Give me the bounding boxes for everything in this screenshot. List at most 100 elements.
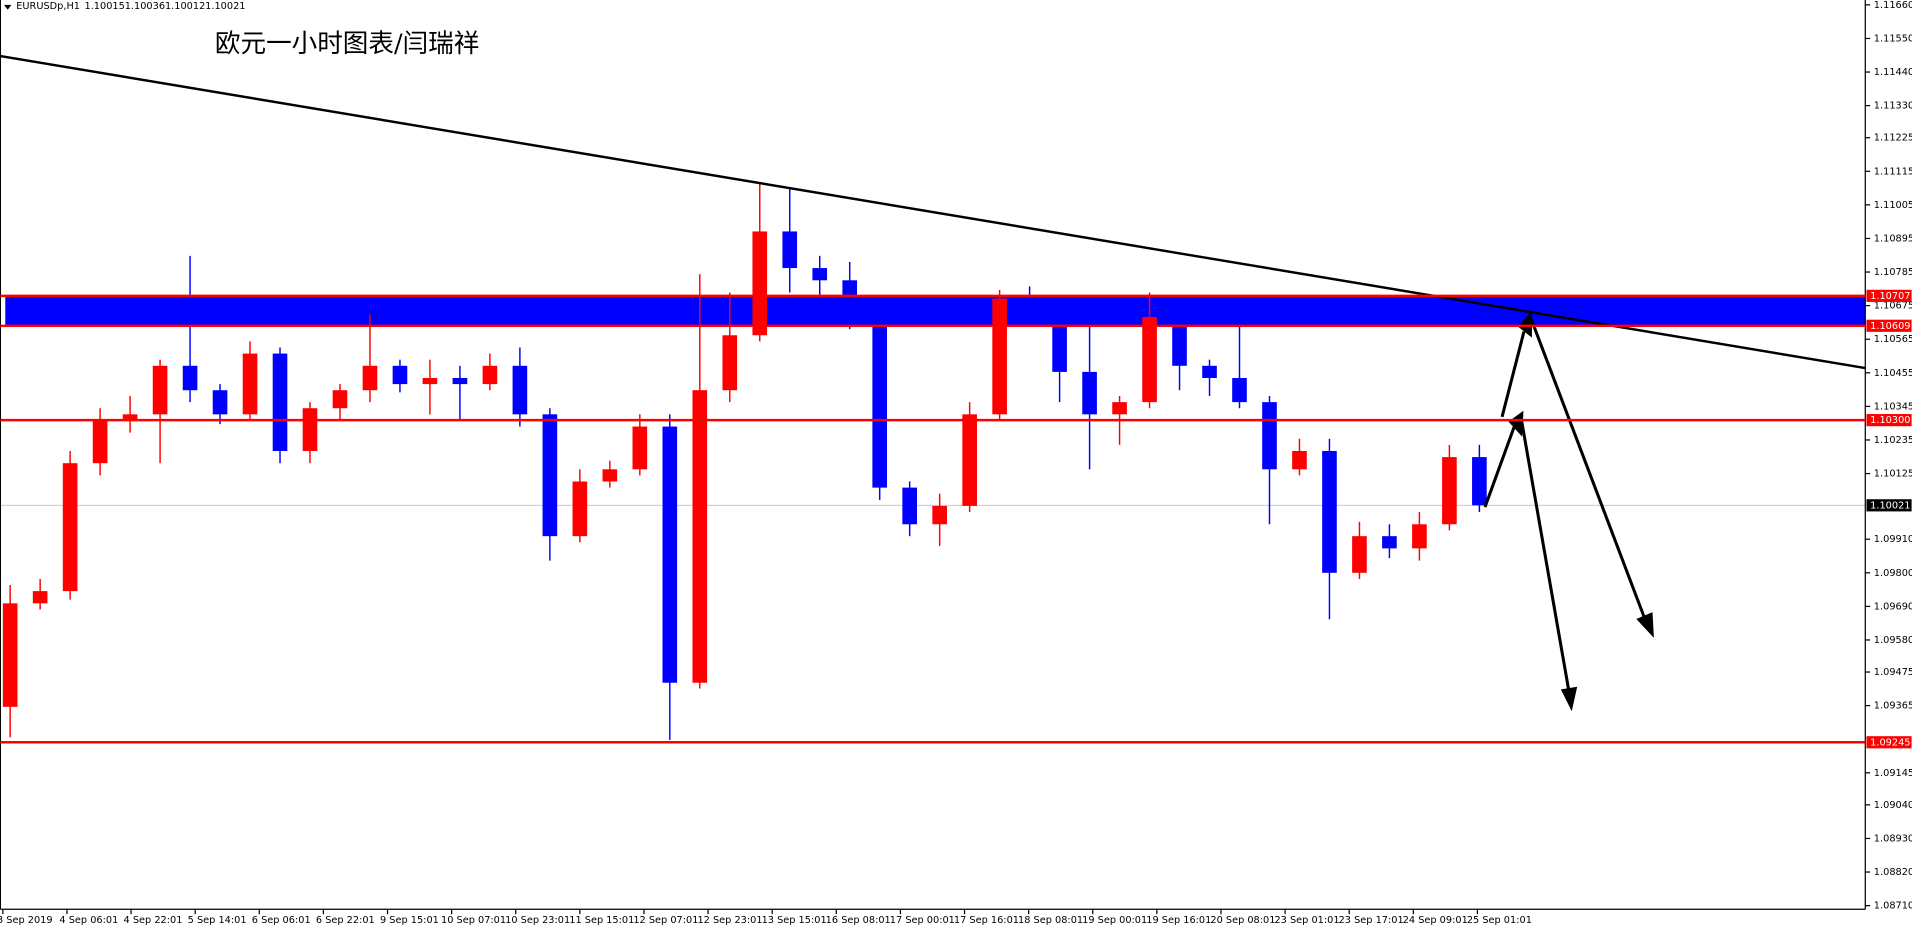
level-tag	[1866, 414, 1912, 427]
candle-body	[1292, 450, 1307, 470]
candle-body	[572, 481, 588, 537]
candle-body	[542, 414, 558, 537]
x-tick-label: 3 Sep 2019	[0, 915, 53, 926]
y-tick-label: 1.10345	[1874, 401, 1912, 412]
y-tick-label: 1.11550	[1874, 33, 1912, 44]
symbol: EURUSDp,H1	[16, 1, 80, 12]
candle-body	[452, 377, 468, 385]
x-tick-label: 19 Sep 16:01	[1146, 915, 1211, 926]
arrow	[1483, 426, 1516, 508]
y-tick-label: 1.09365	[1874, 701, 1912, 712]
y-tick-label: 1.08820	[1874, 867, 1912, 878]
candle-body	[1142, 316, 1157, 403]
candle-body	[842, 280, 858, 317]
x-tick-label: 9 Sep 15:01	[380, 915, 439, 926]
x-tick-label: 23 Sep 17:01	[1339, 915, 1404, 926]
candle-body	[602, 469, 618, 482]
arrow	[1520, 420, 1571, 693]
x-tick-label: 20 Sep 08:01	[1210, 915, 1275, 926]
y-tick-label: 1.10565	[1874, 334, 1912, 345]
candle-body	[62, 463, 78, 592]
zone-bottom-tag	[1866, 319, 1912, 332]
candle-body	[512, 365, 528, 415]
candle-body	[1442, 457, 1457, 525]
candle-body	[902, 487, 917, 525]
y-tick-label: 1.11225	[1874, 133, 1912, 144]
y-tick-label: 1.10895	[1874, 233, 1912, 244]
candle-body	[1082, 371, 1097, 415]
level-label: 1.09245	[1870, 737, 1910, 748]
candle-body	[122, 414, 138, 421]
candle-body	[1022, 298, 1037, 311]
candle-body	[962, 414, 977, 506]
y-tick-label: 1.10125	[1874, 469, 1912, 480]
ohlc: 1.10015 1.10036 1.10012 1.10021	[85, 1, 246, 12]
resistance-zone	[5, 295, 1866, 326]
candle-body	[2, 603, 18, 707]
y-tick-label: 1.11115	[1874, 166, 1912, 177]
x-tick-label: 10 Sep 07:01	[441, 915, 506, 926]
x-tick-label: 11 Sep 15:01	[569, 915, 634, 926]
level-label: 1.10300	[1870, 415, 1910, 426]
y-tick-label: 1.11660	[1874, 0, 1912, 11]
x-tick-label: 19 Sep 00:01	[1082, 915, 1147, 926]
current-price-tag	[1866, 499, 1912, 512]
candle-body	[32, 591, 48, 604]
candle-body	[932, 505, 947, 525]
y-tick-label: 1.11005	[1874, 200, 1912, 211]
zone-bottom-label: 1.10609	[1870, 321, 1910, 332]
level-tag	[1866, 736, 1912, 749]
y-tick-label: 1.10785	[1874, 267, 1912, 278]
arrow-head	[1518, 310, 1532, 338]
candle-body	[782, 231, 798, 269]
candle-body	[302, 408, 318, 451]
candle-body	[482, 365, 498, 385]
y-tick-label: 1.09800	[1874, 568, 1912, 579]
candle-body	[872, 316, 888, 488]
x-tick-label: 24 Sep 09:01	[1403, 915, 1468, 926]
candle-body	[752, 231, 768, 336]
candle-body	[1382, 536, 1397, 549]
arrow	[1500, 331, 1526, 418]
y-tick-label: 1.08930	[1874, 833, 1912, 844]
candle-body	[1112, 402, 1127, 415]
candle-body	[1232, 377, 1247, 403]
candle-body	[1052, 310, 1067, 372]
x-tick-label: 18 Sep 08:01	[1018, 915, 1083, 926]
candle-body	[1262, 402, 1277, 470]
chart-title: 欧元一小时图表/闫瑞祥	[215, 29, 479, 59]
y-tick-label: 1.10455	[1874, 368, 1912, 379]
zone-top-label: 1.10707	[1870, 291, 1910, 302]
x-tick-label: 17 Sep 16:01	[954, 915, 1019, 926]
x-tick-label: 6 Sep 06:01	[252, 915, 311, 926]
x-tick-label: 5 Sep 14:01	[188, 915, 247, 926]
candle-body	[722, 335, 738, 391]
current-price-label: 1.10021	[1870, 500, 1910, 511]
arrow-head	[1560, 686, 1578, 712]
trend-line	[0, 54, 1866, 370]
x-tick-label: 13 Sep 15:01	[762, 915, 827, 926]
candle-body	[1322, 450, 1337, 573]
y-tick-label: 1.09475	[1874, 667, 1912, 678]
candle-body	[1352, 536, 1367, 573]
plot-area	[0, 182, 1866, 740]
candle-body	[992, 298, 1007, 415]
ohlc-value: 1.10015	[85, 1, 125, 12]
zone-top-tag	[1866, 289, 1912, 302]
candle-body	[152, 365, 168, 415]
candle-body	[182, 365, 198, 391]
menu-icon[interactable]	[4, 4, 12, 10]
x-tick-label: 23 Sep 01:01	[1274, 915, 1339, 926]
candle-body	[392, 365, 408, 385]
y-tick-label: 1.09040	[1874, 800, 1912, 811]
candle-body	[362, 365, 378, 391]
x-tick-label: 10 Sep 23:01	[505, 915, 570, 926]
y-tick-label: 1.09145	[1874, 768, 1912, 779]
candle-body	[1472, 457, 1487, 506]
candle-body	[212, 390, 228, 415]
y-tick-label: 1.11440	[1874, 67, 1912, 78]
y-tick-label: 1.08710	[1874, 901, 1912, 912]
y-tick-label: 1.10675	[1874, 301, 1912, 312]
ohlc-value: 1.10036	[125, 1, 165, 12]
